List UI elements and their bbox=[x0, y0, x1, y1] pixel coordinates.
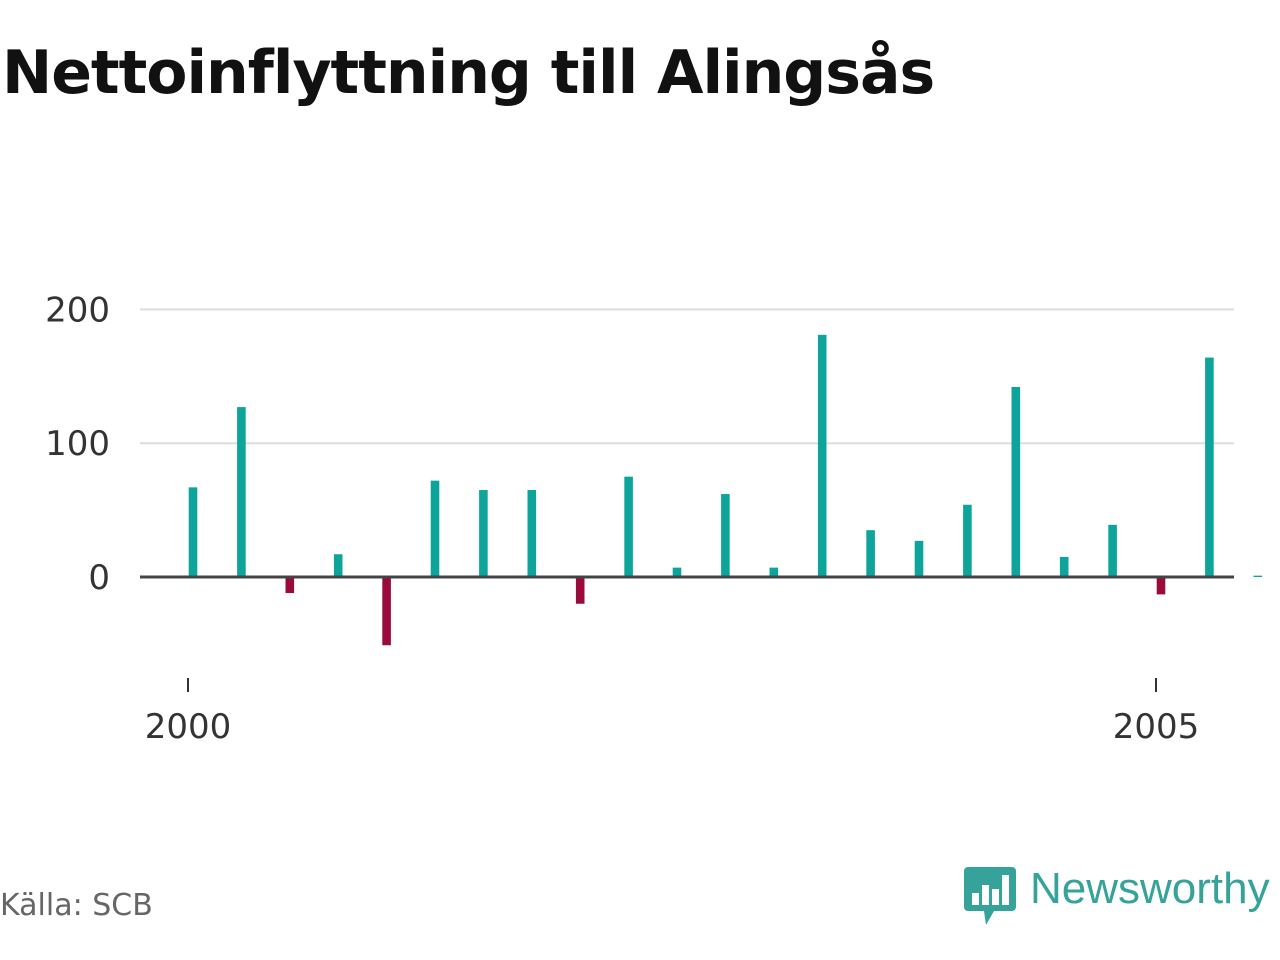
newsworthy-logo-icon bbox=[964, 867, 1016, 925]
bar-q17 bbox=[963, 504, 972, 577]
bar-q16 bbox=[914, 540, 924, 577]
bar-q8 bbox=[527, 490, 537, 577]
bar-q3 bbox=[285, 577, 295, 594]
bars bbox=[188, 334, 1263, 646]
y-tick-label-200: 200 bbox=[45, 290, 110, 330]
bar-q10 bbox=[624, 476, 633, 577]
brand-name: Newsworthy bbox=[1030, 864, 1270, 913]
bar-q9 bbox=[575, 577, 585, 604]
bar-q12 bbox=[721, 494, 730, 577]
chart-title: Nettoinflyttning till Alingsås bbox=[2, 38, 935, 108]
y-tick-label-100: 100 bbox=[45, 424, 110, 464]
bar-q22 bbox=[1205, 357, 1214, 577]
bar-q5 bbox=[382, 577, 391, 646]
bar-q14 bbox=[817, 334, 827, 577]
bar-q18 bbox=[1011, 387, 1021, 577]
bar-q20 bbox=[1108, 524, 1117, 577]
bar-q7 bbox=[479, 490, 488, 577]
bar-q15 bbox=[866, 530, 875, 577]
bar-q1 bbox=[188, 487, 198, 577]
bar-q11 bbox=[672, 567, 682, 577]
bar-q21 bbox=[1156, 577, 1166, 595]
bar-q6 bbox=[430, 480, 440, 577]
bar-q23 bbox=[1253, 575, 1263, 577]
bar-q13 bbox=[769, 567, 779, 577]
gridlines bbox=[140, 308, 1234, 445]
x-tick-label-2000: 2000 bbox=[145, 707, 232, 747]
y-tick-label-0: 0 bbox=[88, 558, 110, 598]
source-note: Källa: SCB bbox=[0, 888, 153, 923]
x-axis: 200020052010201520202025 bbox=[145, 678, 1200, 747]
bar-q19 bbox=[1059, 556, 1069, 577]
bar-q4 bbox=[333, 554, 343, 577]
bar-q2 bbox=[237, 407, 246, 577]
x-tick-label-2005: 2005 bbox=[1113, 707, 1200, 747]
y-axis: 0 100 200 bbox=[45, 290, 110, 598]
